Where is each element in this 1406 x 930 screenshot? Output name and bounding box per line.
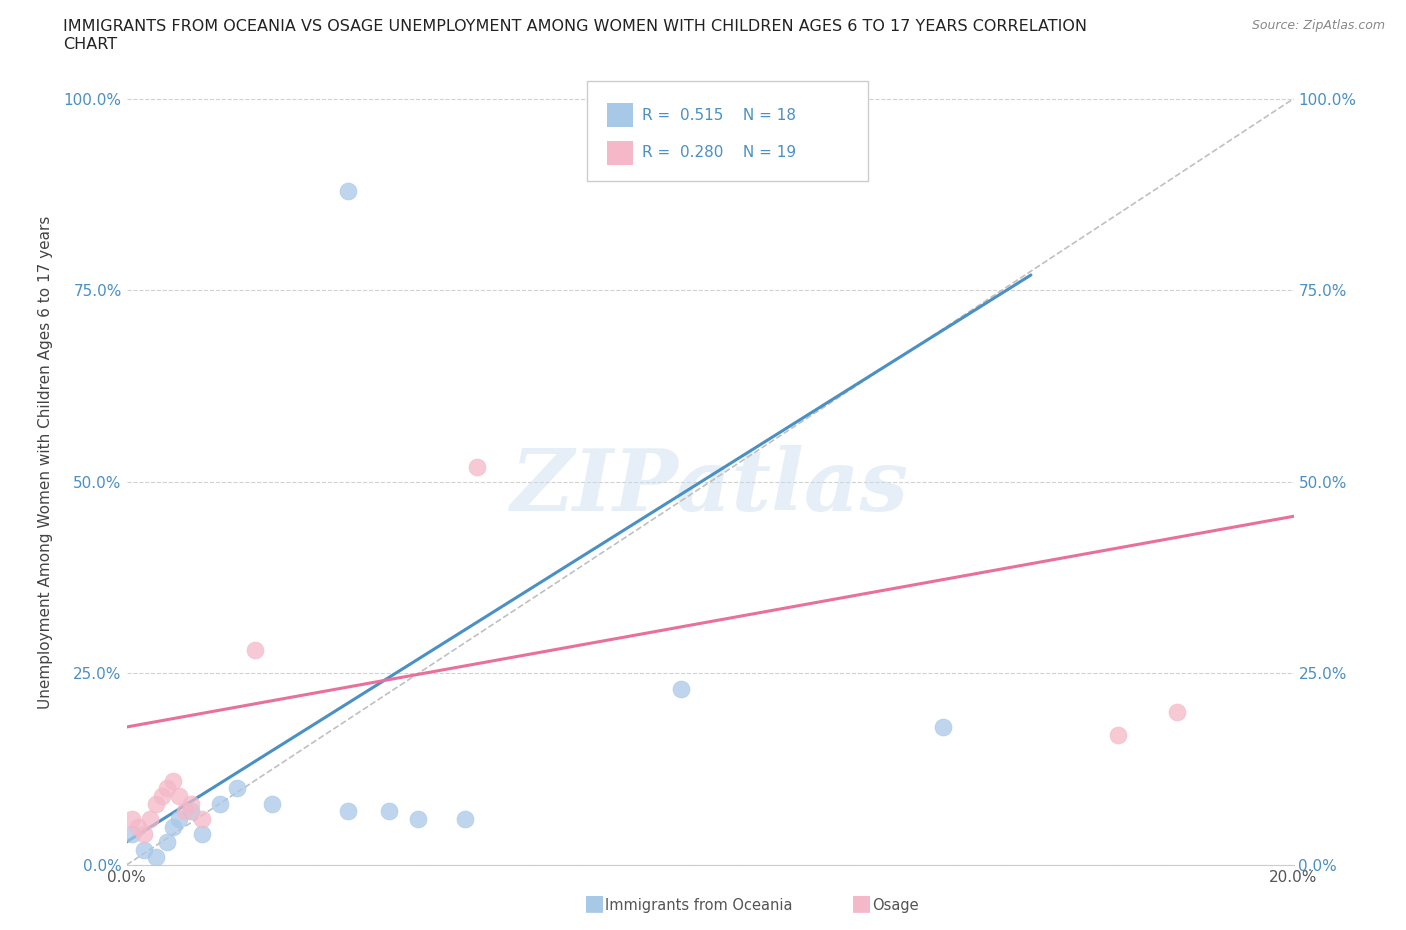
Point <box>337 804 360 818</box>
Point <box>174 804 197 818</box>
Point <box>132 843 155 857</box>
Point <box>145 796 167 811</box>
Point <box>121 827 143 842</box>
Point <box>208 796 231 811</box>
Text: Source: ZipAtlas.com: Source: ZipAtlas.com <box>1251 19 1385 32</box>
Point <box>121 812 143 827</box>
Point <box>180 796 202 811</box>
Point <box>243 643 266 658</box>
Text: IMMIGRANTS FROM OCEANIA VS OSAGE UNEMPLOYMENT AMONG WOMEN WITH CHILDREN AGES 6 T: IMMIGRANTS FROM OCEANIA VS OSAGE UNEMPLO… <box>63 19 1087 33</box>
Text: Osage: Osage <box>872 898 918 913</box>
Point <box>180 804 202 818</box>
Point <box>127 819 149 834</box>
Point <box>145 850 167 865</box>
Point <box>669 682 692 697</box>
Point <box>191 827 214 842</box>
Point <box>162 819 184 834</box>
Point <box>1108 727 1130 742</box>
Point <box>132 827 155 842</box>
Point <box>454 812 477 827</box>
Point <box>167 789 190 804</box>
Text: R =  0.280    N = 19: R = 0.280 N = 19 <box>643 145 796 161</box>
Point <box>139 812 162 827</box>
Text: CHART: CHART <box>63 37 117 52</box>
Point <box>932 720 955 735</box>
Text: ■: ■ <box>851 893 872 913</box>
Point <box>226 781 249 796</box>
Point <box>156 781 179 796</box>
Point <box>378 804 401 818</box>
Point <box>162 773 184 788</box>
Point <box>167 812 190 827</box>
Point <box>262 796 284 811</box>
Point <box>156 834 179 849</box>
Point <box>150 789 173 804</box>
FancyBboxPatch shape <box>607 141 633 165</box>
Text: ■: ■ <box>583 893 605 913</box>
Text: ZIPatlas: ZIPatlas <box>510 445 910 528</box>
Text: Immigrants from Oceania: Immigrants from Oceania <box>605 898 792 913</box>
Text: R =  0.515    N = 18: R = 0.515 N = 18 <box>643 108 796 123</box>
Point <box>191 812 214 827</box>
FancyBboxPatch shape <box>607 103 633 127</box>
Point <box>337 183 360 198</box>
FancyBboxPatch shape <box>588 81 868 181</box>
Point <box>1166 704 1188 719</box>
Point <box>465 459 488 474</box>
Y-axis label: Unemployment Among Women with Children Ages 6 to 17 years: Unemployment Among Women with Children A… <box>38 216 52 710</box>
Point <box>408 812 430 827</box>
